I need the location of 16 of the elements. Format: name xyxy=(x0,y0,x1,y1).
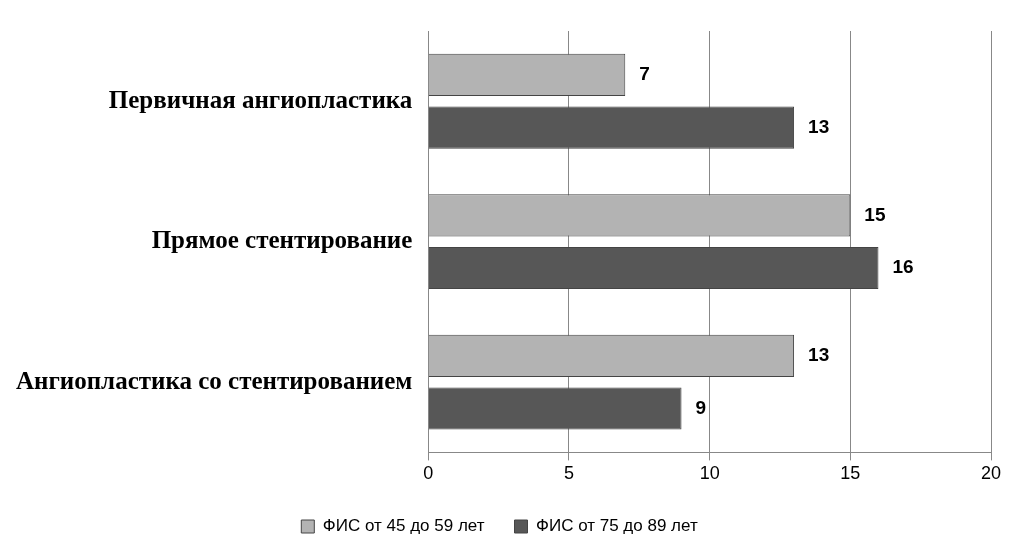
x-tick-label: 15 xyxy=(840,463,861,484)
x-tick-label: 5 xyxy=(563,463,574,484)
y-tick-label: Ангиопластика со стентированием xyxy=(16,366,413,394)
x-tick-label: 20 xyxy=(980,463,1002,484)
data-label: 7 xyxy=(639,63,650,85)
data-label: 15 xyxy=(864,203,886,225)
y-tick-label: Прямое стентирование xyxy=(151,226,413,254)
x-tick-label: 10 xyxy=(699,463,720,484)
data-label: 13 xyxy=(808,344,830,366)
data-label: 9 xyxy=(695,396,707,418)
y-tick-label: Первичная ангиопластика xyxy=(108,85,413,113)
x-tick-label: 0 xyxy=(423,463,434,484)
legend-label: ФИС от 75 до 89 лет xyxy=(536,516,698,536)
data-label: 13 xyxy=(808,115,830,137)
legend-label: ФИС от 45 до 59 лет xyxy=(322,516,485,536)
data-label: 16 xyxy=(892,256,914,278)
